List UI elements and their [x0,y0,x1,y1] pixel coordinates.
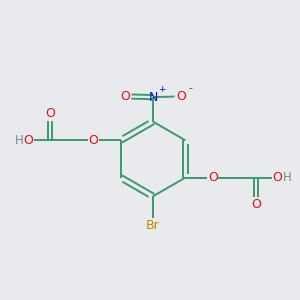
Text: H: H [14,134,23,147]
Text: Br: Br [146,219,160,232]
Text: -: - [189,83,193,93]
Text: O: O [88,134,98,147]
Text: O: O [273,171,283,184]
Text: O: O [120,90,130,103]
Text: O: O [251,198,261,211]
Text: O: O [45,107,55,120]
Text: O: O [208,171,218,184]
Text: O: O [23,134,33,147]
Text: O: O [176,90,186,103]
Text: H: H [283,171,292,184]
Text: N: N [148,91,158,103]
Text: +: + [158,85,165,94]
